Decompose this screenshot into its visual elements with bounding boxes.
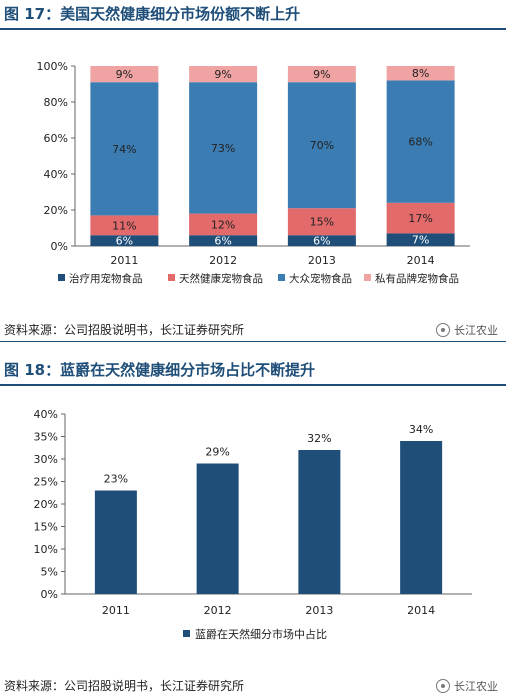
watermark-text: 长江农业 <box>454 680 498 693</box>
bar-segment <box>90 82 159 216</box>
bar-segment <box>386 66 455 81</box>
y-tick-label: 30% <box>34 453 58 466</box>
y-tick-label: 80% <box>44 96 68 109</box>
y-tick-label: 0% <box>41 588 58 601</box>
bar-segment <box>90 235 159 246</box>
x-tick-label: 2012 <box>209 254 237 267</box>
x-tick-label: 2013 <box>308 254 336 267</box>
figure-18-title: 图 18：蓝爵在天然健康细分市场占比不断提升 <box>0 356 506 386</box>
x-tick-label: 2014 <box>407 254 435 267</box>
bar-segment <box>189 213 258 236</box>
bar-segment <box>189 82 258 214</box>
data-label: 6% <box>214 235 231 248</box>
y-tick-label: 100% <box>37 60 68 73</box>
data-label: 8% <box>412 67 429 80</box>
y-tick-label: 20% <box>34 498 58 511</box>
x-tick-label: 2014 <box>407 604 435 617</box>
bar-segment <box>287 235 356 246</box>
x-tick-label: 2011 <box>102 604 130 617</box>
y-tick-label: 20% <box>44 204 68 217</box>
x-tick-label: 2012 <box>204 604 232 617</box>
data-label: 9% <box>116 68 133 81</box>
source-text: 资料来源：公司招股说明书，长江证券研究所 <box>4 323 245 337</box>
bar-chart: 0% 5% 10% 15% 20% 25% 30% 35% 40% 23% 2011 29% 2012 3… <box>34 408 472 641</box>
bar-segment <box>287 208 356 236</box>
watermark: 长江农业 <box>436 678 498 694</box>
wechat-icon <box>436 323 450 337</box>
x-tick-label: 2011 <box>110 254 138 267</box>
data-label: 6% <box>116 235 133 248</box>
bar <box>196 463 239 594</box>
bar <box>298 450 341 594</box>
data-label: 73% <box>211 142 235 155</box>
bar-segment <box>189 66 258 83</box>
figure-17-title: 图 17：美国天然健康细分市场份额不断上升 <box>0 0 506 30</box>
bar-segment <box>287 66 356 83</box>
legend-label: 蓝爵在天然细分市场中占比 <box>195 627 327 641</box>
legend-label: 天然健康宠物食品 <box>179 272 263 285</box>
watermark: 长江农业 <box>436 322 498 338</box>
data-label: 74% <box>112 143 136 156</box>
data-label: 23% <box>104 473 128 486</box>
bar-segment <box>386 233 455 246</box>
watermark-text: 长江农业 <box>454 324 498 337</box>
figure-17-source: 资料来源：公司招股说明书，长江证券研究所 <box>0 318 506 342</box>
data-label: 17% <box>408 212 432 225</box>
bar-segment <box>90 66 159 83</box>
source-text: 资料来源：公司招股说明书，长江证券研究所 <box>4 679 245 693</box>
y-tick-label: 10% <box>34 543 58 556</box>
stacked-bar-chart: 0% 20% 40% 60% 80% 100% 6% 11% 74% 9% 2011 6% 12% 73%… <box>37 60 470 285</box>
legend-swatch <box>183 630 190 637</box>
data-label: 9% <box>214 68 231 81</box>
legend-swatch <box>58 274 65 281</box>
data-label: 6% <box>313 235 330 248</box>
bar-segment <box>386 202 455 234</box>
y-tick-label: 60% <box>44 132 68 145</box>
legend-swatch <box>364 274 371 281</box>
data-label: 7% <box>412 234 429 247</box>
legend-label: 大众宠物食品 <box>289 272 352 285</box>
y-tick-label: 40% <box>44 168 68 181</box>
data-label: 32% <box>307 432 331 445</box>
y-tick-label: 15% <box>34 521 58 534</box>
data-label: 34% <box>409 423 433 436</box>
data-label: 68% <box>408 136 432 149</box>
data-label: 70% <box>310 139 334 152</box>
bar-segment <box>189 235 258 246</box>
legend-swatch <box>278 274 285 281</box>
bar-segment <box>90 215 159 236</box>
data-label: 11% <box>112 219 136 232</box>
y-tick-label: 40% <box>34 408 58 421</box>
bar-segment <box>287 82 356 209</box>
data-label: 12% <box>211 218 235 231</box>
bar <box>94 490 137 594</box>
data-label: 9% <box>313 68 330 81</box>
x-tick-label: 2013 <box>305 604 333 617</box>
y-tick-label: 25% <box>34 476 58 489</box>
legend-label: 私有品牌宠物食品 <box>375 272 459 285</box>
wechat-icon <box>436 679 450 693</box>
y-tick-label: 35% <box>34 431 58 444</box>
data-label: 29% <box>205 446 229 459</box>
figure-18-source: 资料来源：公司招股说明书，长江证券研究所 <box>0 674 506 698</box>
y-tick-label: 0% <box>51 240 68 253</box>
data-label: 15% <box>310 216 334 229</box>
y-tick-label: 5% <box>41 566 58 579</box>
legend-label: 治疗用宠物食品 <box>69 272 143 285</box>
bar <box>400 441 443 594</box>
legend-swatch <box>168 274 175 281</box>
bar-segment <box>386 80 455 203</box>
